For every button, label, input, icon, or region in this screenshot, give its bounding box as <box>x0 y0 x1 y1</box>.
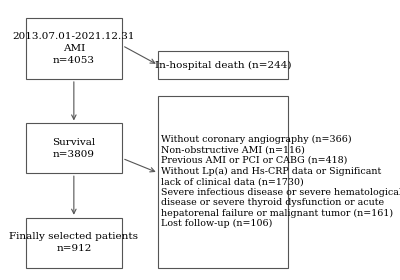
Text: Without coronary angiography (n=366): Without coronary angiography (n=366) <box>162 135 352 144</box>
Text: Survival: Survival <box>52 137 96 146</box>
Text: Previous AMI or PCI or CABG (n=418): Previous AMI or PCI or CABG (n=418) <box>162 156 348 165</box>
Text: n=4053: n=4053 <box>53 57 95 66</box>
Text: AMI: AMI <box>63 44 85 53</box>
Text: n=3809: n=3809 <box>53 150 95 159</box>
Text: Severe infectious disease or severe hematological: Severe infectious disease or severe hema… <box>162 188 400 197</box>
Text: hepatorenal failure or malignant tumor (n=161): hepatorenal failure or malignant tumor (… <box>162 209 394 218</box>
Text: Lost follow-up (n=106): Lost follow-up (n=106) <box>162 219 273 228</box>
Text: lack of clinical data (n=1730): lack of clinical data (n=1730) <box>162 177 304 186</box>
Text: In-hospital death (n=244): In-hospital death (n=244) <box>155 60 292 70</box>
FancyBboxPatch shape <box>26 123 122 173</box>
FancyBboxPatch shape <box>26 218 122 267</box>
Text: Non-obstructive AMI (n=116): Non-obstructive AMI (n=116) <box>162 146 305 155</box>
FancyBboxPatch shape <box>158 51 288 79</box>
FancyBboxPatch shape <box>26 18 122 79</box>
Text: Finally selected patients: Finally selected patients <box>9 232 138 241</box>
Text: Without Lp(a) and Hs-CRP data or Significant: Without Lp(a) and Hs-CRP data or Signifi… <box>162 167 382 176</box>
Text: 2013.07.01-2021.12.31: 2013.07.01-2021.12.31 <box>13 32 135 41</box>
FancyBboxPatch shape <box>158 96 288 267</box>
Text: disease or severe thyroid dysfunction or acute: disease or severe thyroid dysfunction or… <box>162 198 384 207</box>
Text: n=912: n=912 <box>56 244 92 253</box>
